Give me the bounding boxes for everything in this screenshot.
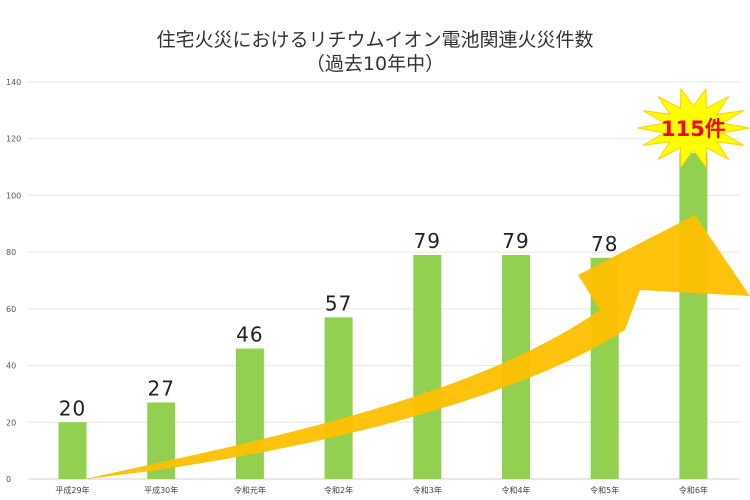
data-label: 78	[591, 232, 618, 256]
bar	[235, 348, 264, 479]
x-tick-label: 平成30年	[144, 485, 178, 495]
starburst-highlight	[637, 87, 750, 169]
chart-title: 住宅火災におけるリチウムイオン電池関連火災件数	[156, 29, 593, 51]
data-label: 79	[502, 229, 529, 253]
bar	[679, 152, 708, 479]
y-tick-label: 100	[6, 191, 21, 200]
bar	[413, 254, 442, 479]
data-label: 27	[147, 376, 174, 400]
y-tick-label: 60	[6, 305, 16, 314]
x-tick-label: 令和2年	[324, 485, 353, 495]
y-tick-label: 140	[6, 78, 21, 87]
trend-arrow	[85, 215, 750, 479]
data-label: 57	[325, 291, 352, 315]
x-tick-label: 令和6年	[679, 485, 708, 495]
data-label: 20	[59, 396, 86, 420]
x-tick-label: 令和3年	[413, 485, 442, 495]
y-tick-label: 80	[6, 248, 16, 257]
y-tick-label: 0	[6, 475, 11, 484]
y-tick-label: 40	[6, 362, 16, 371]
chart-subtitle: （過去10年中）	[306, 53, 444, 75]
data-label: 79	[414, 229, 441, 253]
data-label: 46	[236, 323, 263, 347]
x-tick-label: 令和5年	[590, 485, 619, 495]
x-tick-label: 平成29年	[55, 485, 89, 495]
data-label-highlight: 115件	[661, 117, 726, 141]
x-tick-label: 令和4年	[501, 485, 530, 495]
bar	[324, 317, 353, 479]
y-tick-label: 20	[6, 418, 16, 427]
bar	[58, 422, 87, 479]
y-tick-label: 120	[6, 135, 21, 144]
x-tick-label: 令和元年	[234, 485, 266, 495]
